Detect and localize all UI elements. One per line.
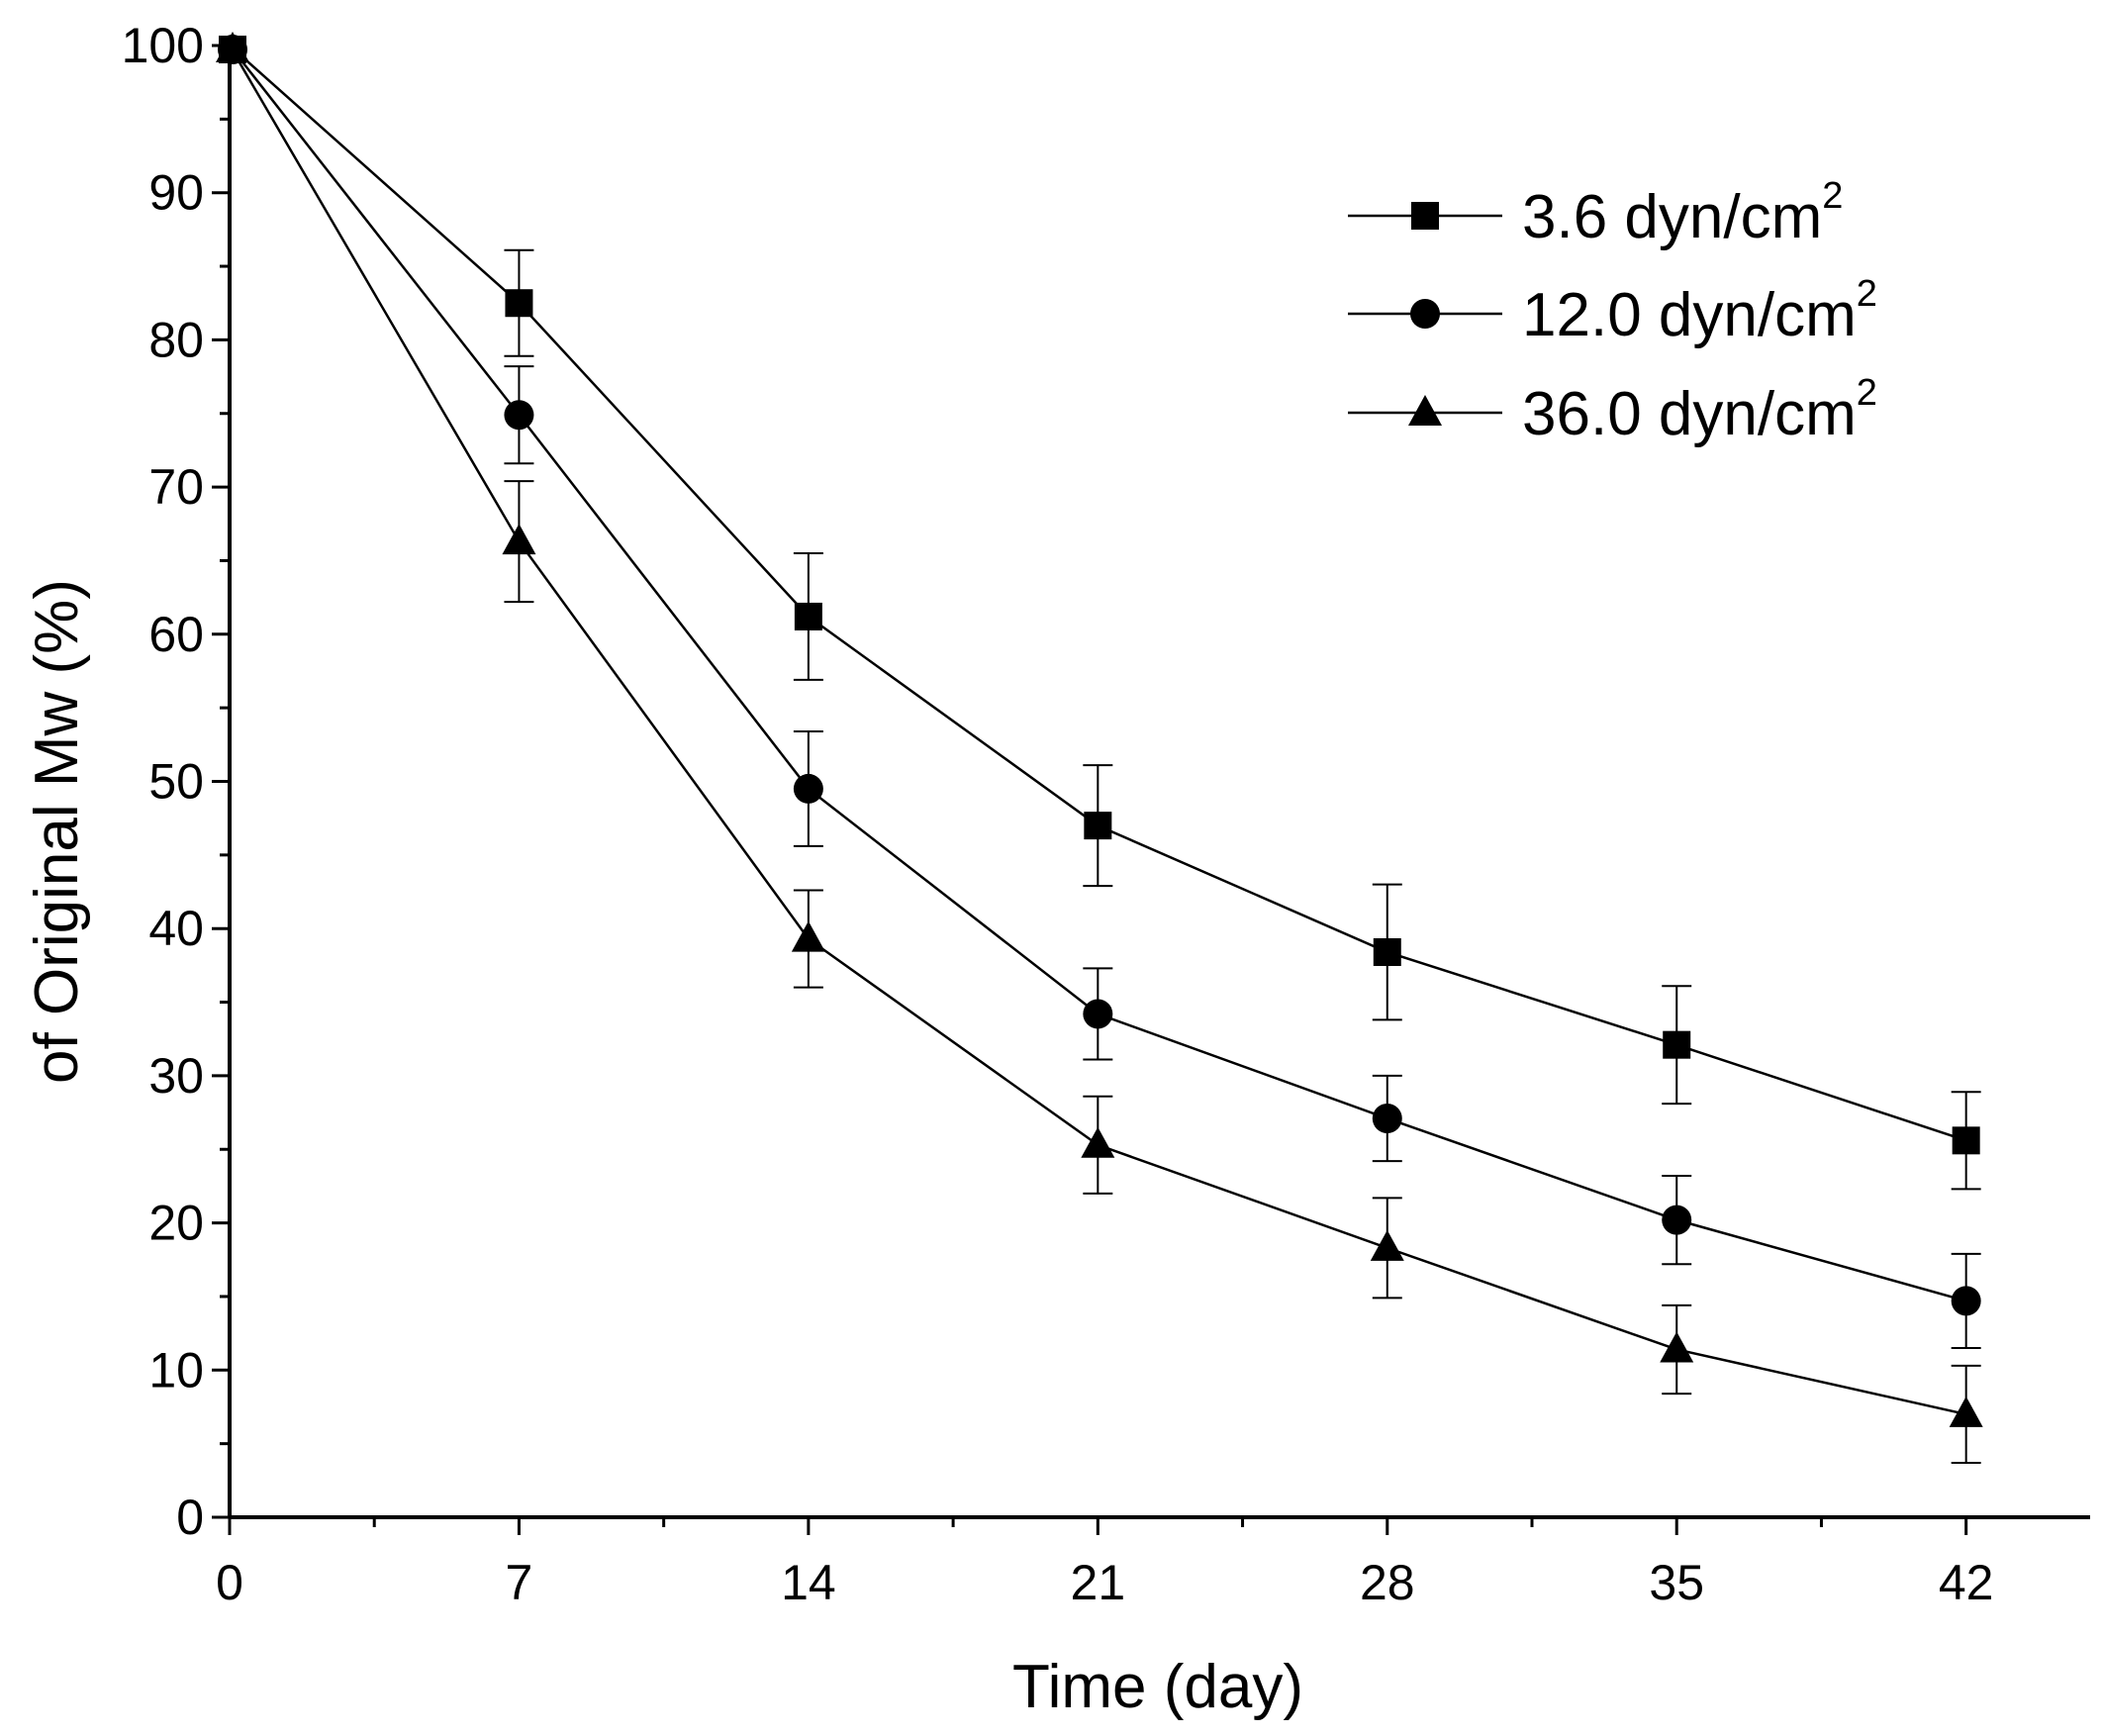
x-tick-label: 35 <box>1649 1555 1704 1610</box>
x-tick-label: 28 <box>1360 1555 1415 1610</box>
data-point <box>1373 937 1401 966</box>
legend-superscript: 2 <box>1857 372 1877 414</box>
data-point <box>216 32 249 62</box>
legend-label: 36.0 dyn/cm2 <box>1522 372 1877 448</box>
legend-superscript: 2 <box>1857 273 1877 315</box>
y-axis-title: of Original Mw (%) <box>23 579 91 1084</box>
x-tick-label: 42 <box>1939 1555 1994 1610</box>
data-point <box>504 400 534 431</box>
y-tick-label: 20 <box>148 1196 204 1251</box>
data-point <box>505 289 533 318</box>
data-point <box>1084 812 1112 840</box>
legend-superscript: 2 <box>1822 175 1843 217</box>
x-axis-title: Time (day) <box>1012 1653 1303 1721</box>
data-point <box>1949 1396 1983 1427</box>
data-point <box>1663 1030 1691 1059</box>
y-tick-label: 30 <box>148 1048 204 1104</box>
y-tick-label: 50 <box>148 754 204 810</box>
data-point <box>502 524 536 555</box>
data-point <box>794 602 822 630</box>
data-point <box>1081 1126 1115 1158</box>
series-triangle <box>216 32 1983 1464</box>
legend: 3.6 dyn/cm2 12.0 dyn/cm2 36.0 dyn/cm2 <box>1348 175 1877 448</box>
series-square <box>219 36 1981 1191</box>
legend-item: 3.6 dyn/cm2 <box>1348 175 1843 251</box>
data-point <box>1370 1229 1404 1261</box>
data-point <box>1660 1331 1694 1363</box>
data-point <box>1951 1286 1981 1316</box>
y-tick-label: 80 <box>148 312 204 367</box>
x-tick-label: 21 <box>1071 1555 1126 1610</box>
legend-item: 36.0 dyn/cm2 <box>1348 372 1877 448</box>
y-tick-label: 60 <box>148 607 204 662</box>
legend-item: 12.0 dyn/cm2 <box>1348 273 1877 349</box>
y-tick-label: 90 <box>148 165 204 221</box>
y-tick-label: 40 <box>148 901 204 956</box>
y-tick-label: 100 <box>122 18 204 73</box>
data-point <box>1083 999 1113 1029</box>
data-point <box>1372 1104 1402 1134</box>
legend-label: 3.6 dyn/cm2 <box>1522 175 1843 251</box>
x-tick-label: 14 <box>781 1555 836 1610</box>
y-tick-label: 10 <box>148 1342 204 1398</box>
legend-label: 12.0 dyn/cm2 <box>1522 273 1877 349</box>
data-point <box>1662 1205 1692 1235</box>
axes: 0 10 20 30 40 50 60 70 80 90 100 0 7 14 21 28 35 42 <box>122 18 2090 1610</box>
legend-marker <box>1410 299 1440 329</box>
y-tick-label: 70 <box>148 459 204 515</box>
x-tick-label: 7 <box>506 1555 533 1610</box>
data-point <box>1952 1126 1980 1155</box>
legend-marker <box>1411 202 1439 230</box>
legend-marker <box>1408 395 1442 426</box>
data-point <box>793 773 823 804</box>
y-tick-label: 0 <box>176 1490 204 1545</box>
x-tick-label: 0 <box>216 1555 243 1610</box>
plot-series <box>216 32 1983 1464</box>
data-point <box>791 920 825 952</box>
